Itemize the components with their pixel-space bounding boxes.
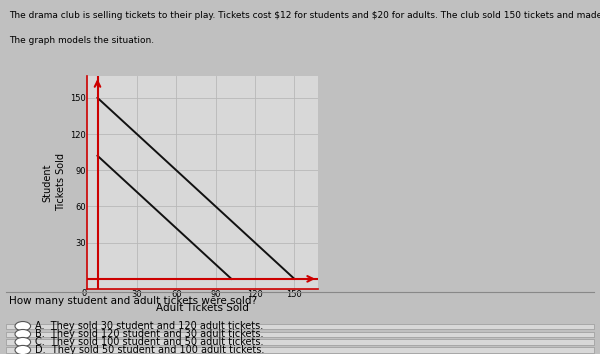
Text: B.  They sold 120 student and 30 adult tickets.: B. They sold 120 student and 30 adult ti… (35, 329, 263, 339)
Text: D.  They sold 50 student and 100 adult tickets.: D. They sold 50 student and 100 adult ti… (35, 345, 264, 354)
Text: A.  They sold 30 student and 120 adult tickets.: A. They sold 30 student and 120 adult ti… (35, 321, 263, 331)
Text: The graph models the situation.: The graph models the situation. (9, 36, 154, 45)
Text: How many student and adult tickets were sold?: How many student and adult tickets were … (9, 296, 257, 306)
Text: The drama club is selling tickets to their play. Tickets cost $12 for students a: The drama club is selling tickets to the… (9, 11, 600, 19)
Text: C.  They sold 100 student and 50 adult tickets.: C. They sold 100 student and 50 adult ti… (35, 337, 263, 347)
Text: 0: 0 (82, 289, 87, 297)
X-axis label: Adult Tickets Sold: Adult Tickets Sold (156, 303, 249, 313)
Y-axis label: Student
Tickets Sold: Student Tickets Sold (43, 153, 65, 211)
